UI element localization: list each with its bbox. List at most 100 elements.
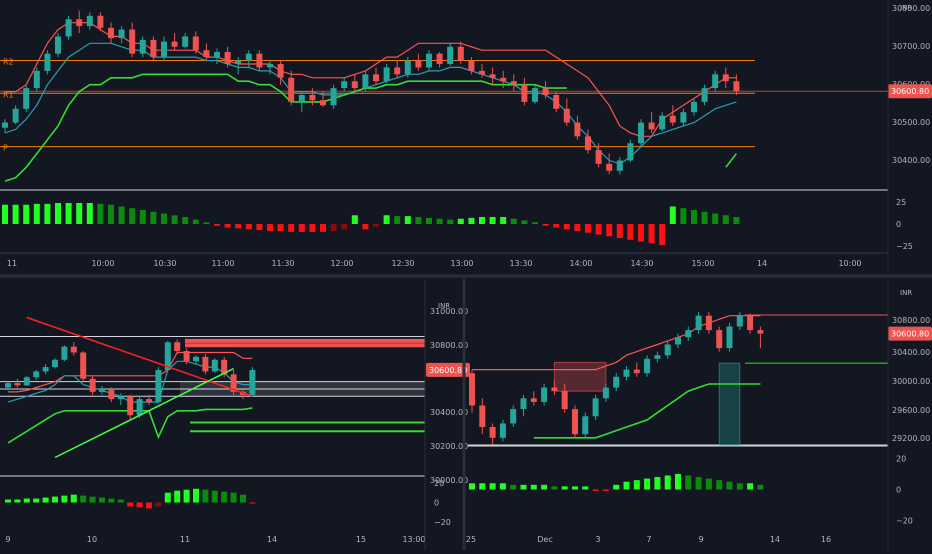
histogram-bar: [65, 203, 72, 224]
x-tick-label: 11: [180, 535, 190, 544]
last-price-badge: [888, 326, 932, 341]
candle-body: [616, 160, 623, 171]
x-tick-label: 11: [7, 259, 17, 268]
histogram-bar: [585, 224, 591, 233]
histogram-bar: [127, 502, 134, 507]
histogram-bar: [362, 224, 369, 230]
histogram-bar: [249, 502, 256, 504]
candle-body: [23, 377, 30, 386]
x-tick-label: 14: [267, 535, 277, 544]
x-tick-label: 13:30: [509, 259, 532, 268]
bottom-left-chart[interactable]: 31000.00 30800.00 30400.00 30200.00 30000.00…: [0, 302, 470, 544]
y-tick-label: 30800.00: [892, 4, 930, 13]
osc-tick-label: −25: [896, 242, 913, 251]
candle-body: [436, 53, 443, 64]
candle-body: [602, 387, 609, 399]
histogram-bar: [664, 475, 671, 490]
x-tick-label: 14:00: [569, 259, 592, 268]
x-tick-label: 16: [821, 535, 831, 544]
x-tick-label: 3: [595, 535, 600, 544]
histogram-bar: [616, 224, 623, 238]
zone-1: [718, 362, 741, 446]
candle-body: [747, 315, 754, 331]
histogram-bar: [733, 217, 740, 224]
histogram-bar: [551, 486, 558, 490]
histogram-bar: [155, 502, 162, 507]
histogram-bar: [76, 203, 83, 224]
candle-body: [309, 95, 316, 101]
candle-body: [146, 399, 152, 403]
histogram-bar: [55, 203, 61, 224]
candle-body: [320, 100, 326, 106]
candle-body: [542, 88, 549, 95]
histogram-bar: [267, 224, 273, 231]
currency-label: INR: [900, 289, 912, 297]
candle-body: [691, 101, 697, 113]
candle-body: [164, 342, 171, 370]
histogram-bar: [572, 486, 578, 490]
candle-body: [712, 74, 719, 89]
x-tick-label: 10:00: [838, 259, 861, 268]
candle-body: [659, 115, 666, 130]
osc-tick-label: 20: [896, 454, 906, 463]
candle-body: [585, 136, 591, 151]
histogram-bar: [373, 224, 379, 227]
histogram-bar: [592, 489, 599, 492]
histogram-bar: [542, 224, 549, 226]
histogram-bar: [164, 492, 171, 503]
candle-body: [510, 81, 517, 85]
y-tick-label: 30000.00: [430, 476, 468, 485]
histogram-bar: [23, 204, 30, 224]
histogram-bar: [183, 489, 190, 503]
histogram-bar: [235, 224, 242, 229]
osc-tick-label: 0: [896, 220, 901, 229]
histogram-bar: [44, 203, 51, 224]
candle-body: [97, 15, 104, 28]
histogram-bar: [623, 481, 630, 490]
candle-body: [722, 74, 729, 82]
trendline-red: [26, 316, 253, 397]
x-tick-label: 9: [5, 535, 10, 544]
histogram-bar: [240, 494, 246, 503]
candle-body: [532, 88, 538, 102]
histogram-bar: [479, 483, 486, 490]
candle-body: [574, 122, 581, 137]
x-tick-label: 15:00: [691, 259, 714, 268]
bottom-right-chart[interactable]: 30800.00 30400.00 30000.00 29600.00 29200.00…: [466, 289, 932, 544]
trail-line-red: [8, 351, 253, 393]
candle-body: [235, 60, 242, 64]
x-tick-label: 15: [356, 535, 366, 544]
candle-body: [61, 346, 68, 360]
candle-body: [638, 122, 644, 144]
histogram-bar: [499, 483, 506, 490]
histogram-bar: [182, 217, 189, 224]
histogram-bar: [553, 224, 560, 228]
histogram-bar: [80, 495, 87, 503]
candle-body: [136, 399, 143, 416]
histogram-bar: [675, 473, 681, 490]
histogram-bar: [33, 498, 40, 503]
top-chart[interactable]: R2R1P30800.0030700.0030600.0030500.00304…: [0, 4, 932, 268]
candle-body: [415, 60, 422, 68]
histogram-bar: [521, 220, 528, 224]
candle-body: [648, 122, 655, 130]
histogram-bar: [320, 224, 326, 232]
histogram-bar: [685, 475, 692, 490]
y-tick-label: 30500.00: [892, 118, 930, 127]
histogram-bar: [221, 491, 228, 503]
histogram-bar: [108, 204, 114, 224]
candle-body: [468, 60, 475, 71]
histogram-bar: [722, 215, 729, 224]
y-tick-label: 30400.00: [892, 348, 930, 357]
candle-body: [118, 29, 125, 39]
candle-body: [245, 53, 252, 61]
candle-body: [530, 398, 537, 402]
candle-body: [563, 108, 570, 123]
candle-body: [14, 383, 21, 386]
candle-body: [733, 81, 740, 92]
histogram-bar: [659, 224, 666, 245]
candle-body: [224, 51, 231, 64]
